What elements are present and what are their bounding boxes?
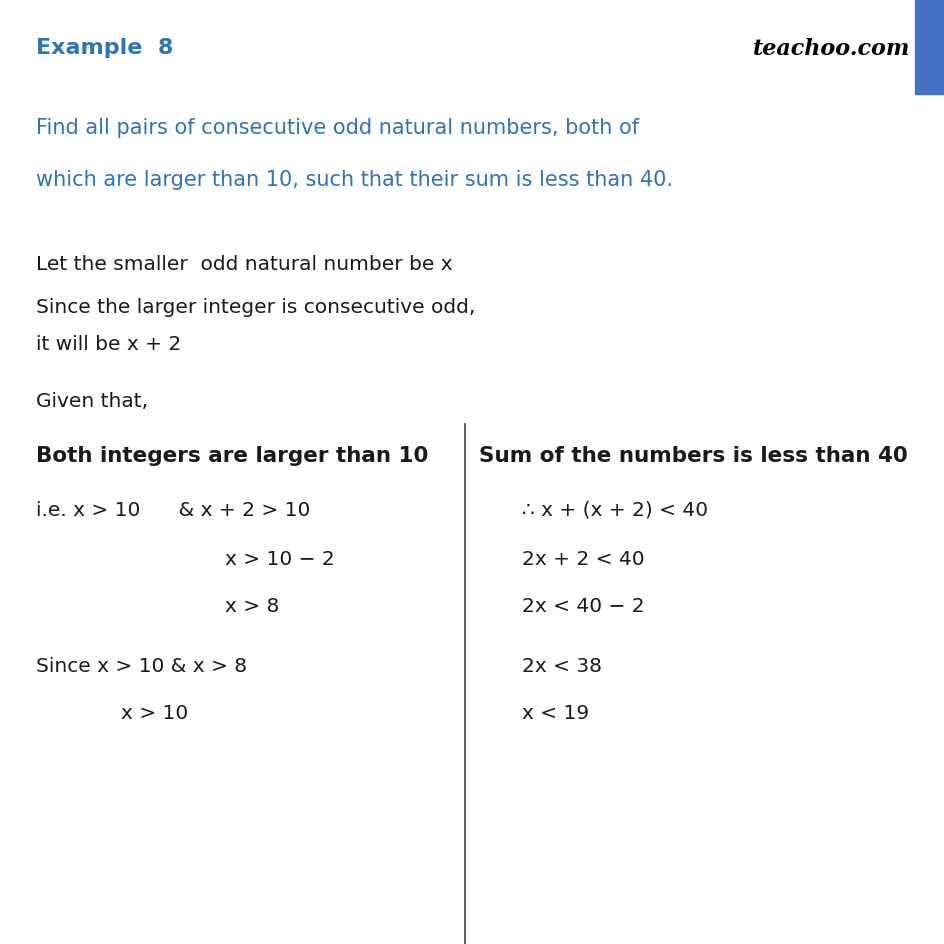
Text: it will be x + 2: it will be x + 2 [36, 335, 181, 354]
Text: 2x + 2 < 40: 2x + 2 < 40 [521, 549, 644, 568]
Text: Since the larger integer is consecutive odd,: Since the larger integer is consecutive … [36, 297, 475, 316]
Text: teachoo.com: teachoo.com [751, 38, 909, 59]
Text: x > 10: x > 10 [121, 703, 188, 722]
Text: i.e. x > 10      & x + 2 > 10: i.e. x > 10 & x + 2 > 10 [36, 500, 310, 519]
Text: 2x < 38: 2x < 38 [521, 656, 601, 675]
Text: which are larger than 10, such that their sum is less than 40.: which are larger than 10, such that thei… [36, 170, 672, 190]
Text: Find all pairs of consecutive odd natural numbers, both of: Find all pairs of consecutive odd natura… [36, 118, 638, 138]
Text: x < 19: x < 19 [521, 703, 588, 722]
Text: 2x < 40 − 2: 2x < 40 − 2 [521, 597, 644, 615]
Text: Both integers are larger than 10: Both integers are larger than 10 [36, 446, 428, 465]
Text: Let the smaller  odd natural number be x: Let the smaller odd natural number be x [36, 255, 452, 274]
Text: Given that,: Given that, [36, 392, 148, 411]
Text: Since x > 10 & x > 8: Since x > 10 & x > 8 [36, 656, 246, 675]
Text: x > 8: x > 8 [225, 597, 279, 615]
Bar [914, 0, 944, 94]
Text: Example  8: Example 8 [36, 38, 173, 58]
Text: x > 10 − 2: x > 10 − 2 [225, 549, 334, 568]
Text: ∴ x + (x + 2) < 40: ∴ x + (x + 2) < 40 [521, 500, 707, 519]
Text: Sum of the numbers is less than 40: Sum of the numbers is less than 40 [479, 446, 907, 465]
